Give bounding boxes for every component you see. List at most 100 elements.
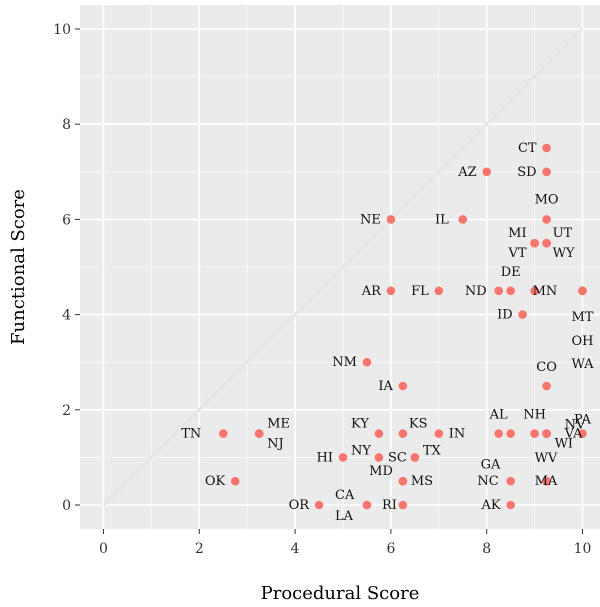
point-co (542, 381, 551, 391)
point-label-oh: OH (572, 334, 594, 349)
point-wa (578, 286, 587, 296)
point-wy (542, 238, 551, 248)
point-ri (398, 500, 408, 510)
point-ga (506, 429, 515, 438)
x-tick-label: 10 (574, 541, 592, 557)
point-fl (434, 286, 444, 296)
point-ma (542, 476, 551, 486)
point-label-wv: WV (535, 451, 558, 466)
point-label-ms: MS (411, 474, 433, 489)
point-label-wa: WA (571, 357, 594, 372)
point-label-ks: KS (409, 417, 428, 432)
point-ak (506, 500, 515, 510)
point-label-nj: NJ (267, 437, 284, 452)
point-label-az: AZ (457, 165, 476, 180)
point-label-id: ID (497, 308, 513, 323)
point-label-ca: CA (335, 488, 355, 503)
point-sd (542, 167, 551, 177)
point-label-de: DE (501, 265, 521, 280)
point-la (362, 500, 372, 510)
point-label-co: CO (536, 360, 557, 375)
point-label-fl: FL (411, 284, 429, 299)
point-label-wi: WI (555, 437, 574, 452)
point-label-ri: RI (382, 498, 397, 513)
point-label-nh: NH (523, 408, 546, 423)
point-tn (218, 429, 228, 438)
axis-ticks (75, 28, 583, 534)
point-in (434, 429, 444, 438)
point-hi (338, 453, 348, 462)
x-tick-label: 6 (386, 541, 395, 557)
point-label-ma: MA (535, 474, 558, 489)
point-label-in: IN (449, 427, 466, 442)
point-nd (494, 286, 503, 296)
point-ne (386, 215, 396, 224)
point-nj (254, 429, 264, 438)
point-label-ne: NE (360, 212, 381, 227)
point-or (314, 500, 324, 510)
point-label-tx: TX (423, 443, 442, 458)
point-label-vt: VT (508, 246, 527, 261)
point-id (518, 310, 527, 319)
reference-line (102, 27, 584, 507)
point-mn (530, 286, 539, 296)
point-label-ak: AK (481, 498, 501, 513)
point-ks (398, 429, 408, 438)
point-label-nv: NV (565, 418, 586, 433)
point-label-ct: CT (518, 141, 537, 156)
x-tick-label: 4 (291, 541, 300, 557)
x-tick-label: 0 (99, 541, 108, 557)
point-az (482, 167, 492, 177)
x-axis-title: Procedural Score (261, 583, 420, 604)
point-ct (542, 143, 551, 153)
point-label-il: IL (435, 212, 449, 227)
y-tick-label: 2 (62, 403, 71, 419)
y-tick-label: 6 (62, 212, 71, 228)
point-label-sc: SC (388, 450, 407, 465)
y-tick-label: 4 (62, 308, 71, 324)
point-label-sd: SD (517, 165, 536, 180)
point-pa (578, 429, 587, 438)
point-ia (398, 381, 408, 391)
point-nh (530, 429, 539, 438)
point-label-nm: NM (332, 355, 357, 370)
point-ny (374, 453, 384, 462)
point-label-la: LA (335, 509, 354, 524)
point-label-al: AL (489, 408, 508, 423)
point-nc (506, 476, 515, 486)
point-label-nd: ND (465, 284, 487, 299)
major-gridlines (80, 5, 600, 529)
point-mo (542, 215, 551, 224)
point-al (494, 429, 503, 438)
point-label-pa: PA (574, 413, 592, 428)
point-label-ar: AR (361, 284, 382, 299)
y-tick-label: 10 (53, 22, 71, 38)
point-sc (410, 453, 420, 462)
point-labels: CT SD AZ MO NE IL MI UT VT WY DE AR FL ND MN MT ID OH WA NM… (181, 141, 594, 524)
y-tick-label: 0 (62, 498, 71, 514)
point-label-wy: WY (553, 246, 575, 261)
point-label-ut: UT (553, 226, 573, 241)
point-label-va: VA (564, 427, 584, 442)
point-ms (398, 476, 408, 486)
point-label-ga: GA (481, 458, 501, 473)
point-ar (386, 286, 396, 296)
point-label-mi: MI (508, 226, 526, 241)
point-label-or: OR (289, 498, 311, 513)
point-il (458, 215, 468, 224)
point-label-ia: IA (378, 379, 393, 394)
tick-labels: 0 2 4 6 8 10 0 2 4 6 8 10 (53, 22, 591, 557)
x-tick-label: 2 (195, 541, 204, 557)
point-label-mo: MO (535, 192, 559, 207)
point-label-ny: NY (351, 443, 371, 458)
point-wi (542, 429, 551, 438)
point-label-me: ME (267, 417, 290, 432)
point-label-hi: HI (317, 450, 333, 465)
point-ok (230, 476, 240, 486)
point-label-tn: TN (181, 427, 201, 442)
y-axis-title: Functional Score (8, 189, 29, 345)
point-label-ok: OK (205, 474, 226, 489)
data-points (218, 143, 587, 510)
point-label-ky: KY (351, 417, 369, 432)
